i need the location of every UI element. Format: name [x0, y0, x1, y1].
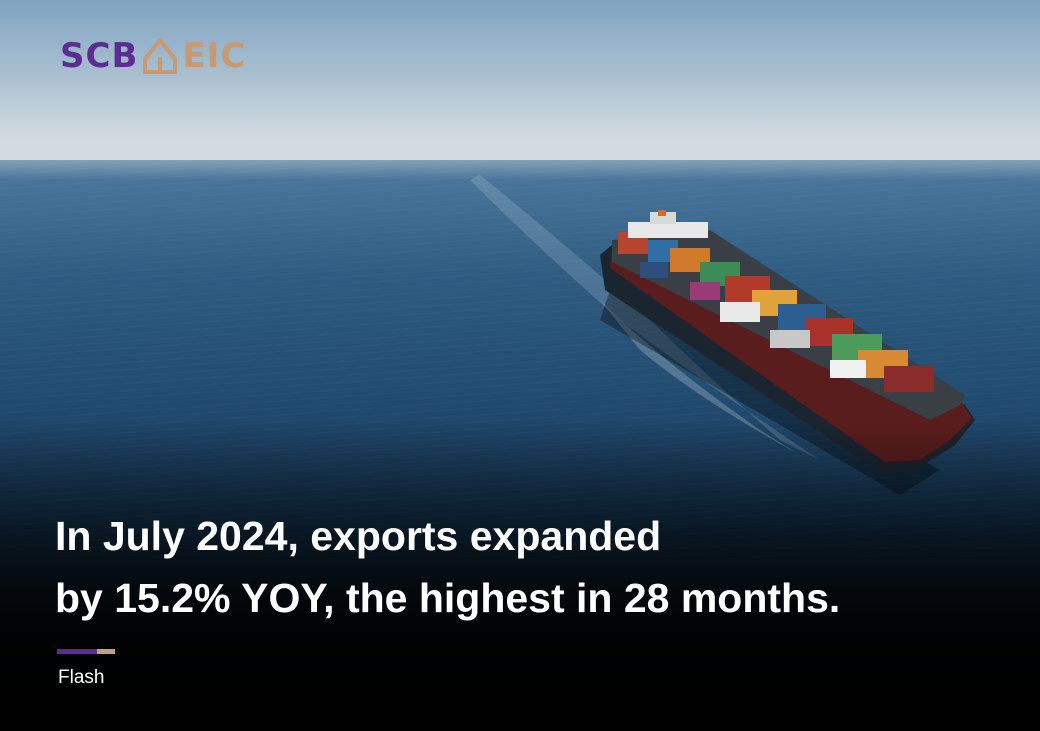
- headline: In July 2024, exports expanded by 15.2% …: [55, 505, 1025, 629]
- horizon-haze: [0, 120, 1040, 180]
- ship-bridge: [628, 222, 708, 238]
- ship-wake: [470, 175, 820, 460]
- accent-divider-purple: [57, 649, 97, 654]
- brand-logo-scb: SCB: [60, 36, 139, 76]
- headline-line-2: by 15.2% YOY, the highest in 28 months.: [55, 575, 841, 621]
- headline-line-1: In July 2024, exports expanded: [55, 513, 662, 559]
- bottom-shade: [0, 420, 1040, 731]
- brand-logo-eic: EIC: [182, 36, 247, 76]
- accent-divider-gold: [97, 649, 115, 654]
- brand-logo: SCB EIC: [60, 36, 246, 76]
- leaf-mark-icon: [143, 38, 178, 74]
- accent-divider: [57, 649, 115, 654]
- category-label: Flash: [58, 667, 105, 688]
